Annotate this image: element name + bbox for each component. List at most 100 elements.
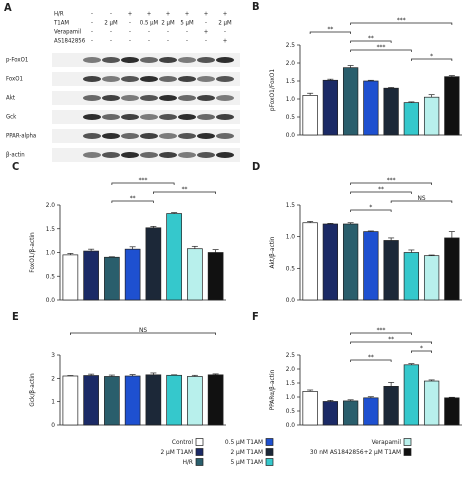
blot-band (102, 133, 120, 139)
error-bar (448, 75, 455, 77)
significance-bracket (350, 49, 412, 52)
error-bar (408, 101, 415, 103)
blot-row-label: Gck (6, 114, 17, 121)
blot-band (216, 152, 234, 158)
condition-cell: + (128, 11, 133, 18)
error-bar (448, 231, 455, 238)
blot-band (102, 152, 120, 158)
y-tick-label: 0.0 (286, 421, 296, 429)
significance-bracket (70, 332, 216, 335)
y-axis-label: Gck/β-actin (28, 373, 36, 407)
condition-cell: 2 μM (218, 20, 232, 27)
significance-label: * (420, 344, 423, 352)
error-bar (428, 379, 435, 382)
y-tick-label: 0 (51, 421, 55, 429)
condition-cell: + (204, 29, 209, 36)
condition-cell: 0.5 μM (140, 20, 159, 27)
legend-swatch (403, 448, 412, 456)
significance-bracket (411, 58, 453, 61)
y-axis-label: PPARα/β-actin (268, 369, 276, 410)
blot-band (197, 133, 215, 139)
blot-row-label: PPAR-alpha (6, 133, 36, 140)
legend-label: Verapamil (372, 438, 402, 446)
y-axis-label: pFoxO1/FoxO1 (268, 69, 276, 112)
condition-cell: - (148, 29, 150, 36)
panel-letter: D (252, 160, 260, 173)
condition-cell: - (91, 29, 93, 36)
y-tick-label: 2.0 (286, 365, 296, 373)
y-tick-label: 1.0 (286, 393, 296, 401)
bar (187, 376, 203, 426)
error-bar (88, 373, 95, 376)
bar (403, 252, 420, 301)
error-bar (307, 221, 314, 223)
y-tick-label: 0.0 (46, 296, 56, 304)
blot-row-label: Akt (6, 95, 15, 102)
blot-band (178, 95, 196, 101)
y-axis-label: Akt/β-actin (268, 236, 276, 268)
significance-label: ** (130, 194, 136, 202)
blot-band (83, 152, 101, 158)
blot-band (140, 57, 158, 63)
blot-band (178, 152, 196, 158)
condition-label: Verapamil (54, 29, 81, 36)
blot-band (102, 114, 120, 120)
legend-label: 2 μM T1AM (230, 448, 263, 456)
bar (145, 227, 162, 301)
significance-label: ** (327, 25, 333, 33)
condition-cell: - (167, 38, 169, 45)
blot-band (178, 57, 196, 63)
significance-label: ** (368, 353, 374, 361)
y-tick-label: 1.0 (286, 95, 296, 103)
blot-band (197, 57, 215, 63)
blot-band (83, 76, 101, 82)
significance-label: NS (139, 326, 147, 334)
error-bar (108, 374, 115, 377)
legend-swatch (265, 458, 274, 466)
condition-cell: + (223, 38, 228, 45)
blot-band (197, 114, 215, 120)
significance-bracket (350, 40, 392, 43)
blot-band (102, 95, 120, 101)
bar (342, 223, 359, 301)
condition-cell: - (148, 38, 150, 45)
y-tick-label: 1.5 (286, 77, 296, 85)
bar (207, 252, 224, 301)
bar (322, 401, 339, 426)
y-tick-label: 1.5 (46, 225, 56, 233)
significance-label: * (369, 203, 372, 211)
blot-band (159, 152, 177, 158)
error-bar (327, 223, 334, 224)
bar (124, 375, 141, 426)
error-bar (347, 222, 354, 224)
error-bar (388, 382, 395, 387)
condition-cell: - (91, 11, 93, 18)
legend-swatch (195, 448, 204, 456)
y-tick-label: 2.5 (286, 41, 296, 49)
condition-cell: - (110, 11, 112, 18)
blot-band (159, 76, 177, 82)
legend-label: 30 nM AS1842856+2 μM T1AM (310, 448, 401, 456)
bar (104, 376, 120, 426)
y-tick-label: 1.5 (286, 201, 296, 209)
significance-label: ** (388, 335, 394, 343)
error-bar (408, 363, 415, 365)
blot-band (178, 114, 196, 120)
y-tick-label: 3 (51, 351, 55, 359)
bar (383, 240, 399, 301)
blot-band (197, 76, 215, 82)
blot-row-label: β-actin (6, 152, 25, 159)
bar (363, 231, 379, 301)
error-bar (171, 212, 178, 214)
blot-row-label: FoxO1 (6, 76, 23, 83)
blot-band (83, 133, 101, 139)
blot-band (216, 57, 234, 63)
y-axis-label: FoxO1/β-actin (28, 232, 36, 273)
error-bar (129, 246, 136, 250)
bar (444, 397, 460, 426)
blot-band (121, 76, 139, 82)
error-bar (129, 374, 136, 376)
blot-band (102, 57, 120, 63)
